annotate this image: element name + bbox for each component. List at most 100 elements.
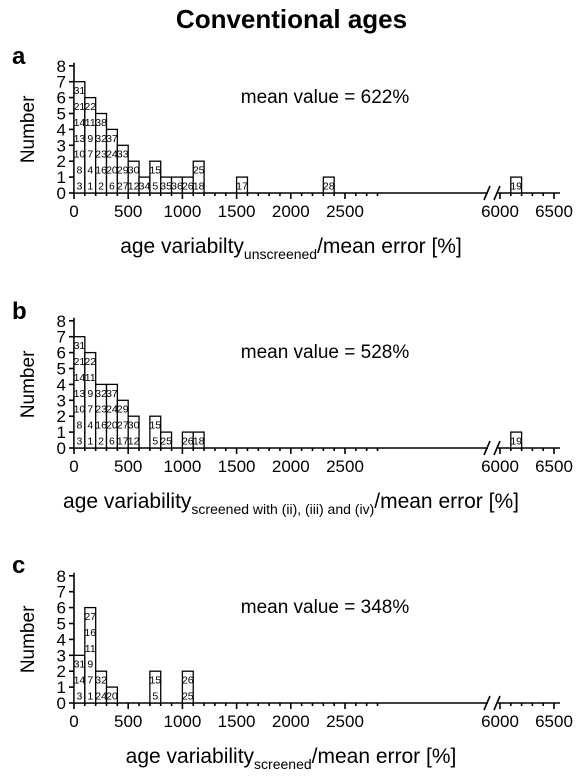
x-axis-label-subscript: screened xyxy=(254,756,312,772)
histogram-bar xyxy=(149,670,162,704)
sample-id-label: 22 xyxy=(84,356,96,368)
sample-id-label: 26 xyxy=(182,436,194,448)
sample-id-label: 28 xyxy=(323,181,335,193)
sample-id-label: 5 xyxy=(152,436,158,448)
sample-id-label: 25 xyxy=(193,165,205,177)
y-tick-label: 2 xyxy=(57,407,66,426)
sample-id-label: 31 xyxy=(74,659,86,671)
sample-id-label: 14 xyxy=(74,117,86,129)
y-tick-label: 4 xyxy=(57,375,66,394)
sample-id-label: 11 xyxy=(85,372,96,384)
sample-id-label: 29 xyxy=(117,165,129,177)
sample-id-label: 14 xyxy=(74,372,86,384)
sample-id-label: 10 xyxy=(74,149,86,161)
sample-id-label: 30 xyxy=(128,420,140,432)
sample-id-label: 31 xyxy=(74,340,86,352)
sample-id-label: 32 xyxy=(95,388,107,400)
axis-break-mark xyxy=(493,185,501,201)
sample-id-label: 20 xyxy=(106,420,118,432)
x-axis-label-main: age variability xyxy=(63,490,192,513)
mean-value-annotation: mean value = 528% xyxy=(241,342,410,363)
sample-id-label: 5 xyxy=(152,181,158,193)
x-tick-label: 500 xyxy=(114,712,142,731)
y-axis-label: Number xyxy=(18,605,39,673)
sample-id-label: 32 xyxy=(95,133,107,145)
x-tick-label: 500 xyxy=(114,457,142,476)
x-tick-label: 2500 xyxy=(326,712,364,731)
sample-id-label: 3 xyxy=(76,691,82,703)
y-tick-label: 1 xyxy=(57,168,66,187)
x-tick-label: 2500 xyxy=(326,202,364,221)
sample-id-label: 16 xyxy=(95,165,107,177)
sample-id-label: 7 xyxy=(87,149,93,161)
x-axis-label-main: age variabilty xyxy=(120,235,244,258)
mean-value-annotation: mean value = 622% xyxy=(241,87,410,108)
x-tick-label: 0 xyxy=(69,202,78,221)
panel-letter: a xyxy=(12,43,26,70)
sample-id-label: 6 xyxy=(109,436,115,448)
sample-id-label: 16 xyxy=(95,420,107,432)
histogram-bar xyxy=(510,431,523,449)
sample-id-label: 37 xyxy=(106,133,118,145)
x-axis-label-subscript: screened with (ii), (iii) and (iv) xyxy=(191,501,374,517)
y-tick-label: 1 xyxy=(57,423,66,442)
y-tick-label: 2 xyxy=(57,152,66,171)
y-tick-label: 3 xyxy=(57,646,66,665)
sample-id-label: 2 xyxy=(98,181,104,193)
panel-letter: c xyxy=(12,552,25,579)
y-tick-label: 2 xyxy=(57,662,66,681)
sample-id-label: 7 xyxy=(87,404,93,416)
sample-id-label: 9 xyxy=(87,388,93,400)
y-tick-label: 0 xyxy=(57,694,66,713)
sample-id-label: 16 xyxy=(84,627,96,639)
y-tick-label: 7 xyxy=(57,328,66,347)
sample-id-label: 25 xyxy=(182,691,194,703)
sample-id-label: 12 xyxy=(128,181,140,193)
y-tick-label: 4 xyxy=(57,120,66,139)
histogram-bar xyxy=(127,415,140,449)
panel-letter: b xyxy=(12,298,27,325)
sample-id-label: 12 xyxy=(128,436,140,448)
sample-id-label: 17 xyxy=(117,436,129,448)
sample-id-label: 2 xyxy=(98,436,104,448)
sample-id-label: 25 xyxy=(160,436,172,448)
histogram-bar xyxy=(105,686,119,704)
sample-id-label: 31 xyxy=(74,85,86,97)
sample-id-label: 8 xyxy=(76,165,82,177)
sample-id-label: 1 xyxy=(87,691,93,703)
sample-id-label: 36 xyxy=(171,181,183,193)
sample-id-label: 32 xyxy=(95,675,107,687)
x-tick-label: 6500 xyxy=(535,457,573,476)
sample-id-label: 27 xyxy=(117,420,129,432)
y-tick-label: 6 xyxy=(57,599,66,618)
y-tick-label: 3 xyxy=(57,136,66,155)
sample-id-label: 24 xyxy=(95,691,107,703)
x-axis-label: age variabilityscreened with (ii), (iii)… xyxy=(63,490,519,517)
sample-id-label: 1 xyxy=(87,436,93,448)
sample-id-label: 37 xyxy=(106,388,118,400)
sample-id-label: 26 xyxy=(182,675,194,687)
y-tick-label: 5 xyxy=(57,615,66,634)
sample-id-label: 10 xyxy=(74,404,86,416)
histogram-bar xyxy=(192,160,205,194)
sample-id-label: 13 xyxy=(74,388,86,400)
x-tick-label: 2000 xyxy=(272,457,310,476)
x-axis-label: age variabilityscreened/mean error [%] xyxy=(126,745,457,772)
sample-id-label: 35 xyxy=(160,181,172,193)
sample-id-label: 27 xyxy=(117,181,129,193)
sample-id-label: 27 xyxy=(84,611,96,623)
sample-id-label: 14 xyxy=(74,675,86,687)
axis-break-mark xyxy=(493,440,501,456)
sample-id-label: 15 xyxy=(149,675,161,687)
sample-id-label: 15 xyxy=(149,420,161,432)
sample-id-label: 6 xyxy=(109,181,115,193)
sample-id-label: 11 xyxy=(85,643,96,655)
sample-id-label: 23 xyxy=(95,404,107,416)
x-tick-label: 0 xyxy=(69,712,78,731)
x-axis-label-tail: /mean error [%] xyxy=(374,490,519,513)
sample-id-label: 7 xyxy=(87,675,93,687)
y-tick-label: 7 xyxy=(57,583,66,602)
sample-id-label: 18 xyxy=(193,436,205,448)
x-tick-label: 6000 xyxy=(481,457,519,476)
sample-id-label: 15 xyxy=(149,165,161,177)
